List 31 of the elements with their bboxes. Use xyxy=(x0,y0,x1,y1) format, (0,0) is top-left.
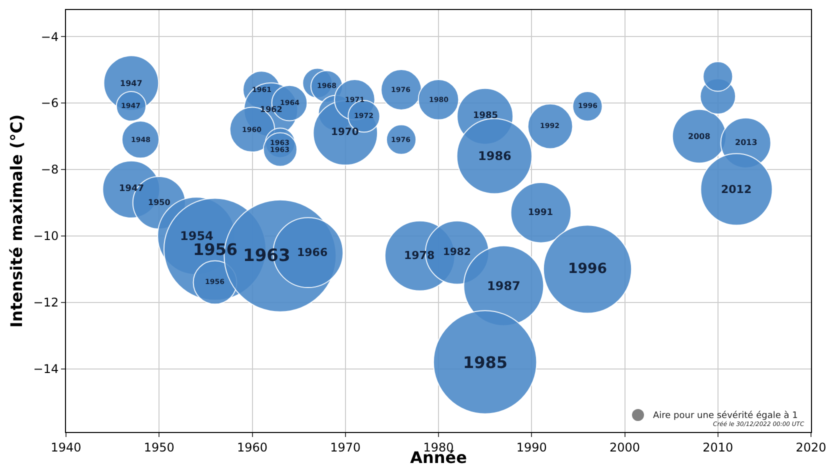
annotation: 1987 xyxy=(487,279,520,293)
x-tick-label: 1940 xyxy=(50,440,82,454)
x-tick-label: 2010 xyxy=(702,440,734,454)
annotation: 2012 xyxy=(721,183,752,196)
x-tick-label: 1960 xyxy=(236,440,268,454)
annotation: 1954 xyxy=(180,229,214,243)
annotation: 1970 xyxy=(331,127,359,138)
annotation: 1985 xyxy=(473,111,498,121)
annotation: 1985 xyxy=(463,353,508,372)
annotation: 1947 xyxy=(120,79,142,88)
y-tick-label: −10 xyxy=(33,229,59,244)
annotation: 2013 xyxy=(735,138,758,147)
x-tick-label: 1950 xyxy=(144,440,174,454)
annotation: 1996 xyxy=(568,261,607,277)
y-tick-label: −8 xyxy=(40,162,59,177)
annotation: 1950 xyxy=(148,198,171,207)
x-tick-label: 1990 xyxy=(516,440,547,454)
y-tick-label: −6 xyxy=(40,96,59,110)
x-tick-label: 1970 xyxy=(330,440,361,454)
annotation: 1966 xyxy=(297,246,328,259)
y-axis-title: Intensité maximale (°C) xyxy=(7,114,26,328)
y-tick-label: −12 xyxy=(33,296,59,310)
x-tick-label: 2000 xyxy=(609,440,640,454)
annotation: 2008 xyxy=(688,132,711,141)
y-tick-label: −14 xyxy=(33,362,59,376)
annotation: Aire pour une sévérité égale à 1 xyxy=(653,410,798,421)
annotation: 1986 xyxy=(478,149,512,163)
annotation: 1982 xyxy=(443,247,471,258)
annotation: 1991 xyxy=(528,208,554,218)
x-tick-label: 2020 xyxy=(796,440,826,454)
y-tick-label: −4 xyxy=(40,30,59,44)
